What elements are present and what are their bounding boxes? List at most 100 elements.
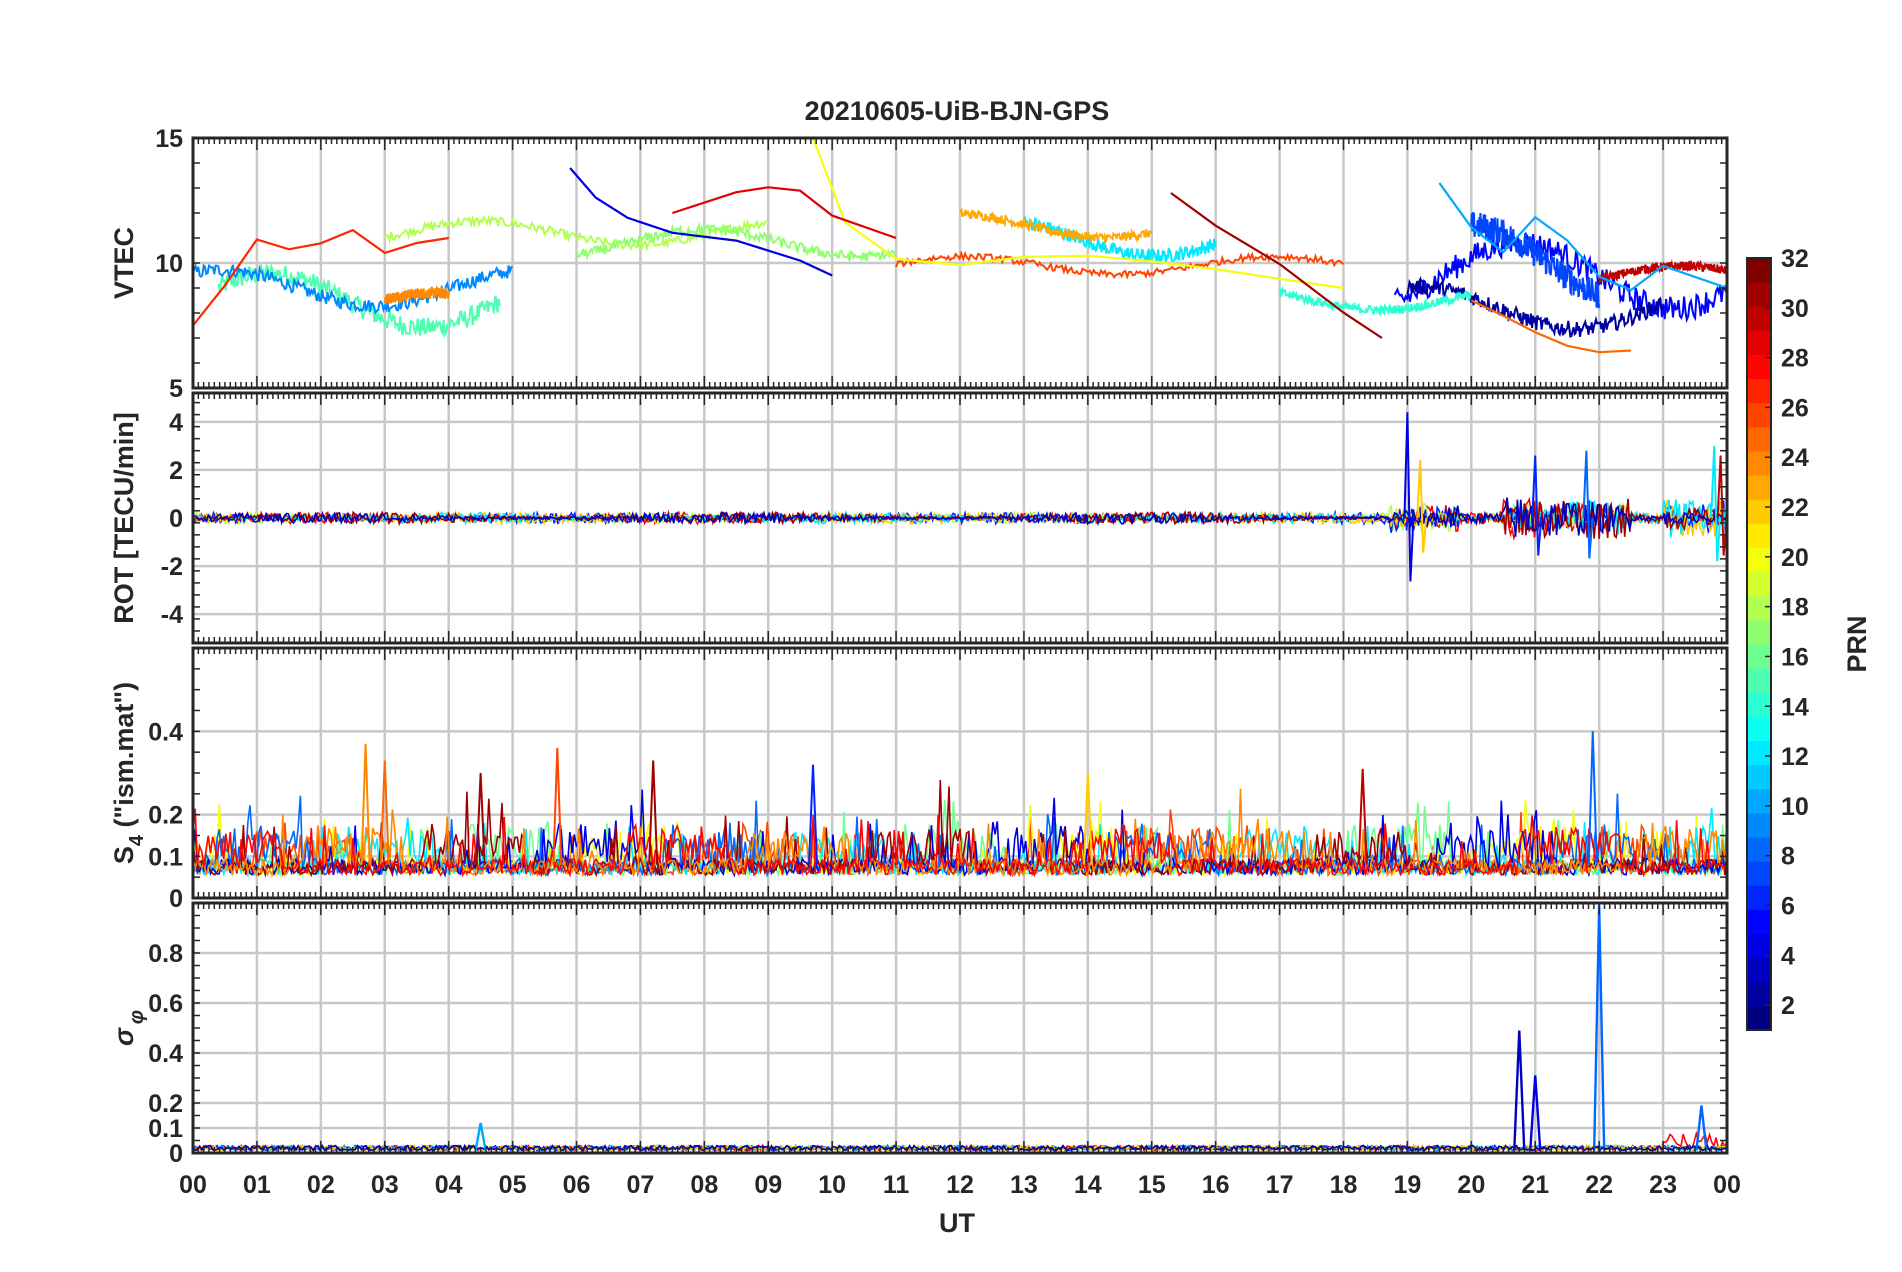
panel-frame — [191, 901, 1729, 1155]
colorbar-segment — [1747, 354, 1771, 380]
colorbar-segment — [1747, 306, 1771, 331]
rot-burst — [1416, 460, 1428, 553]
colorbar-tick-label: 8 — [1781, 843, 1795, 871]
colorbar-tick-label: 28 — [1781, 345, 1809, 373]
colorbar-segment — [1747, 740, 1771, 766]
x-tick-label: 17 — [1266, 1171, 1294, 1199]
y-label-sub: 4 — [126, 834, 148, 846]
s4-peak — [379, 760, 390, 865]
y-tick-label: 0 — [169, 885, 183, 913]
y-axis-label: σφ — [109, 1010, 148, 1046]
x-tick-label: 07 — [627, 1171, 655, 1199]
colorbar-segment — [1747, 547, 1771, 573]
y-tick-label: 0.1 — [148, 1115, 183, 1143]
colorbar-segment — [1747, 523, 1771, 548]
sigma-peak — [1695, 1105, 1708, 1151]
colorbar-segment — [1747, 692, 1771, 717]
x-tick-label: 03 — [371, 1171, 399, 1199]
colorbar-segment — [1747, 619, 1771, 645]
s4-peak — [1587, 731, 1598, 865]
x-tick-label: 06 — [563, 1171, 591, 1199]
y-tick-label: 0.4 — [148, 1040, 183, 1068]
y-tick-label: -4 — [161, 601, 183, 629]
rot-burst — [1582, 450, 1594, 559]
colorbar-segment — [1747, 499, 1771, 524]
y-label-main: σ — [109, 1027, 139, 1046]
panel-frame — [191, 391, 1729, 645]
s4-peak — [1082, 772, 1093, 865]
x-tick-label: 01 — [243, 1171, 271, 1199]
vtec-series-prn-20 — [811, 138, 1344, 290]
x-tick-label: 02 — [307, 1171, 335, 1199]
y-tick-label: 15 — [155, 125, 183, 153]
x-tick-label: 12 — [946, 1171, 974, 1199]
vtec-trace-prn-17 — [575, 221, 898, 263]
x-tick-label: 08 — [690, 1171, 718, 1199]
y-axis-label: VTEC — [109, 227, 139, 299]
rot-trace-prn-3 — [193, 497, 1727, 537]
colorbar-tick-label: 16 — [1781, 643, 1809, 671]
x-tick-label: 16 — [1202, 1171, 1230, 1199]
colorbar-segment — [1747, 258, 1771, 283]
panel-frame — [191, 646, 1729, 900]
panel-4: 00.10.2 0.4 0.6 0.8 σφ — [109, 901, 1729, 1168]
vtec-trace-prn-7 — [1470, 212, 1601, 309]
colorbar-segment — [1747, 668, 1771, 693]
y-axis-label: S4 ("ism.mat") — [109, 682, 148, 864]
rot-burst — [1531, 455, 1543, 556]
x-tick-label: 13 — [1010, 1171, 1038, 1199]
vtec-trace-prn-15 — [217, 262, 501, 339]
x-tick-label: 00 — [1713, 1171, 1741, 1199]
colorbar-segment — [1747, 716, 1771, 741]
colorbar-tick-label: 2 — [1781, 992, 1795, 1020]
colorbar-tick-label: 26 — [1781, 394, 1809, 422]
rot-burst — [1716, 455, 1727, 556]
colorbar-frame — [1746, 257, 1772, 1031]
y-label-sub: φ — [126, 1010, 148, 1024]
series-group — [193, 138, 1727, 354]
y-tick-label: 2 — [169, 457, 183, 485]
vtec-trace-prn-18 — [383, 214, 769, 252]
colorbar-segment — [1747, 933, 1771, 959]
y-tick-label: 4 — [169, 409, 183, 437]
sigma-peak — [474, 1122, 487, 1151]
vtec-trace-prn-23 — [959, 207, 1153, 245]
vtec-series-prn-29 — [672, 186, 897, 240]
s4-peak — [648, 760, 659, 865]
vtec-series-prn-31 — [1170, 192, 1383, 339]
y-tick-label: 5 — [169, 375, 183, 403]
y-tick-label: -2 — [161, 553, 183, 581]
rot-burst — [1403, 412, 1415, 582]
panel-3: 00.10.20.4S4 ("ism.mat") — [109, 646, 1729, 913]
colorbar-segment — [1747, 981, 1771, 1007]
sigma-peak — [1513, 1030, 1526, 1151]
s4-peak — [475, 772, 486, 865]
rot-trace-prn-12 — [193, 498, 1727, 538]
x-tick-label: 04 — [435, 1171, 463, 1199]
vtec-series-prn-25 — [1470, 299, 1632, 354]
colorbar-label: PRN — [1842, 615, 1872, 672]
vtec-series-prn-10 — [1438, 182, 1727, 292]
x-axis-label: UT — [939, 1208, 975, 1238]
x-tick-label: 23 — [1649, 1171, 1677, 1199]
x-tick-label: 09 — [754, 1171, 782, 1199]
colorbar-tick-label: 12 — [1781, 743, 1809, 771]
s4-peak — [807, 764, 818, 865]
x-tick-labels: 00 01 02 03 04 05 06 07 08 09 10 11 12 13 14 15 16 17 18 19… — [179, 1171, 1741, 1199]
colorbar-segment — [1747, 426, 1771, 452]
series-group — [193, 412, 1727, 582]
vtec-trace-prn-30 — [1598, 259, 1727, 283]
panel-1: 5 10 15 VTEC — [109, 125, 1729, 403]
colorbar-segment — [1747, 957, 1771, 983]
colorbar-segment — [1747, 788, 1771, 814]
colorbar-segment — [1747, 812, 1771, 838]
vtec-trace-prn-14 — [1278, 285, 1472, 317]
y-label-rest: ("ism.mat") — [109, 682, 139, 835]
colorbar-tick-label: 18 — [1781, 594, 1809, 622]
vtec-trace-prn-5 — [1393, 228, 1727, 324]
x-tick-label: 18 — [1330, 1171, 1358, 1199]
colorbar-tick-label: 6 — [1781, 892, 1795, 920]
s4-peak — [1357, 768, 1368, 865]
